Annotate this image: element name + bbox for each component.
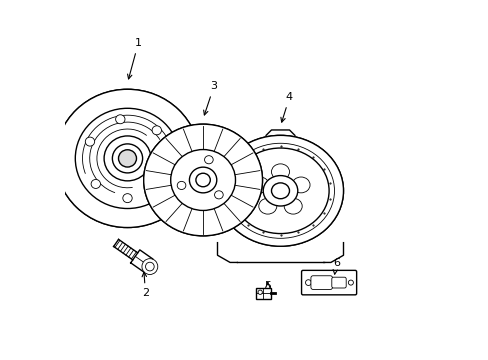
Ellipse shape (291, 177, 309, 193)
Ellipse shape (143, 124, 262, 236)
Ellipse shape (347, 280, 353, 285)
Ellipse shape (258, 290, 262, 294)
FancyBboxPatch shape (301, 270, 356, 295)
FancyBboxPatch shape (310, 276, 332, 289)
Text: 6: 6 (332, 258, 339, 274)
Ellipse shape (112, 144, 142, 173)
Ellipse shape (143, 124, 262, 236)
Ellipse shape (152, 126, 161, 135)
Ellipse shape (244, 159, 316, 222)
Ellipse shape (177, 181, 185, 189)
FancyBboxPatch shape (255, 288, 270, 299)
Ellipse shape (118, 150, 136, 167)
Ellipse shape (55, 89, 199, 228)
Ellipse shape (271, 164, 289, 180)
Ellipse shape (204, 156, 213, 164)
Ellipse shape (91, 179, 100, 188)
Ellipse shape (122, 194, 132, 203)
Ellipse shape (115, 115, 125, 124)
Text: 3: 3 (203, 81, 217, 115)
Ellipse shape (284, 198, 302, 214)
Ellipse shape (154, 179, 163, 188)
Ellipse shape (263, 176, 297, 206)
Ellipse shape (247, 162, 312, 219)
Ellipse shape (85, 137, 95, 146)
Ellipse shape (226, 143, 334, 238)
Text: 2: 2 (142, 272, 149, 298)
Ellipse shape (305, 280, 311, 285)
Ellipse shape (217, 135, 343, 246)
Ellipse shape (196, 173, 210, 187)
Text: 1: 1 (127, 38, 142, 79)
Ellipse shape (170, 149, 235, 211)
Ellipse shape (258, 198, 276, 214)
Ellipse shape (235, 151, 325, 230)
Ellipse shape (271, 183, 289, 199)
Text: 4: 4 (280, 92, 292, 122)
Ellipse shape (104, 136, 151, 181)
FancyBboxPatch shape (331, 277, 346, 288)
Ellipse shape (142, 258, 158, 274)
Ellipse shape (250, 177, 268, 193)
Ellipse shape (217, 135, 343, 246)
Ellipse shape (55, 89, 199, 228)
Ellipse shape (214, 191, 223, 199)
Ellipse shape (145, 262, 154, 271)
Text: 5: 5 (264, 281, 271, 291)
Ellipse shape (231, 148, 328, 234)
Ellipse shape (75, 108, 179, 208)
Ellipse shape (189, 167, 216, 193)
